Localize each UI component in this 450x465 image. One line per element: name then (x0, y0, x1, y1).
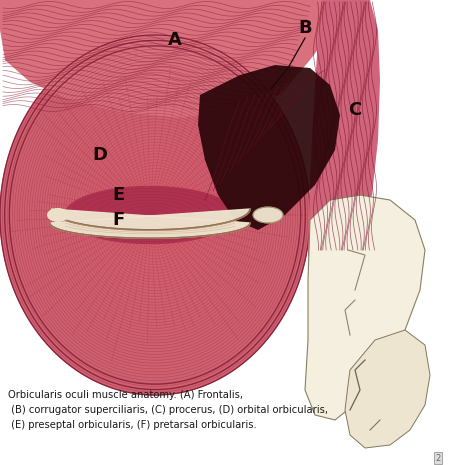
Polygon shape (65, 186, 235, 244)
Text: B: B (298, 19, 312, 37)
Polygon shape (198, 65, 340, 230)
Ellipse shape (253, 207, 283, 223)
Text: F: F (112, 211, 124, 229)
Polygon shape (0, 0, 340, 118)
Text: Orbicularis oculi muscle anatomy. (A) Frontalis,: Orbicularis oculi muscle anatomy. (A) Fr… (8, 390, 243, 400)
Text: C: C (348, 101, 362, 119)
Polygon shape (345, 330, 430, 448)
Text: E: E (112, 186, 124, 204)
Polygon shape (0, 35, 310, 395)
Polygon shape (305, 195, 425, 420)
Text: (B) corrugator superciliaris, (C) procerus, (D) orbital orbicularis,: (B) corrugator superciliaris, (C) procer… (8, 405, 328, 415)
Polygon shape (308, 0, 380, 265)
Text: (E) preseptal orbicularis, (F) pretarsal orbicularis.: (E) preseptal orbicularis, (F) pretarsal… (8, 420, 257, 430)
Polygon shape (50, 209, 250, 238)
Text: D: D (93, 146, 108, 164)
Text: 2: 2 (436, 453, 441, 463)
Text: A: A (168, 31, 182, 49)
Ellipse shape (47, 208, 69, 222)
